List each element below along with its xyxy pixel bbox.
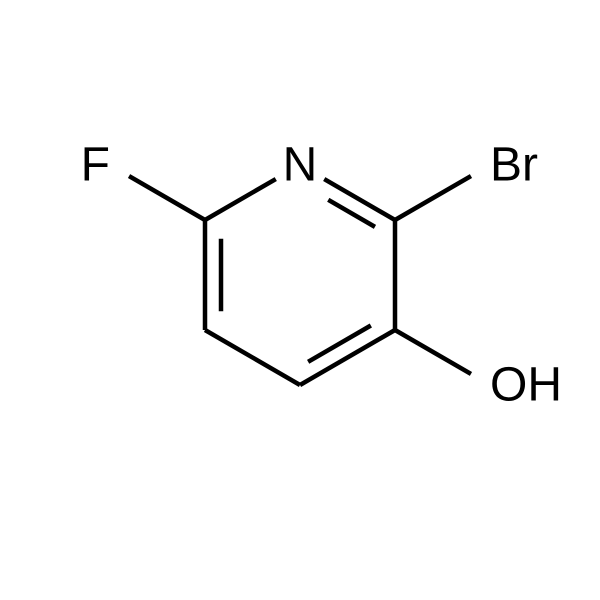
atom-label-oh: OH	[490, 359, 562, 412]
molecule-diagram: N Br OH F	[0, 0, 600, 600]
bond	[205, 179, 276, 220]
atom-label-n: N	[283, 139, 318, 192]
atom-label-br: Br	[490, 139, 538, 192]
bond	[308, 326, 371, 362]
bond	[324, 179, 395, 220]
bond	[205, 330, 300, 385]
bond	[129, 176, 205, 220]
bond	[395, 330, 471, 374]
bond	[395, 176, 471, 220]
atom-label-f: F	[81, 139, 110, 192]
